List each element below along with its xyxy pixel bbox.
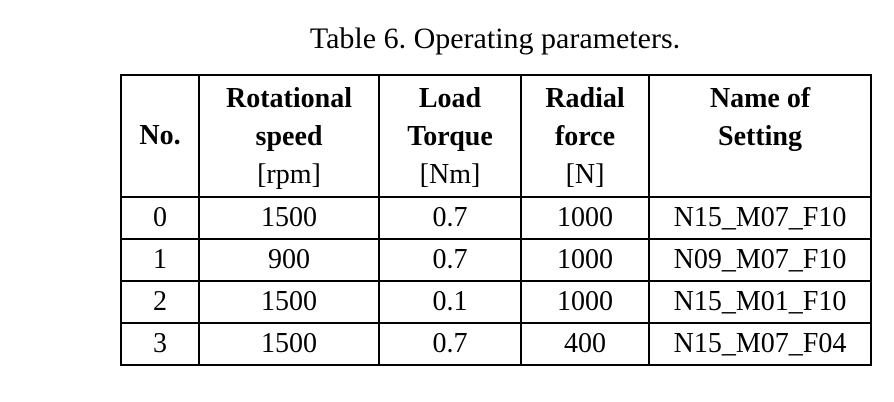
cell-no: 2 [120,280,200,324]
cell-radial-force: 1000 [520,280,650,324]
cell-rotational-speed: 1500 [198,196,380,240]
table-header-row: No. Rotational speed [rpm] Load Torque [… [120,74,872,198]
cell-load-torque: 0.7 [378,322,522,366]
cell-rotational-speed: 1500 [198,280,380,324]
header-radial-force-line2: force [554,121,616,152]
header-rotational-speed-unit: [rpm] [257,159,321,190]
cell-setting-name: N15_M07_F10 [648,196,872,240]
header-no-label: No. [139,120,181,151]
header-rotational-speed-line2: speed [255,121,323,152]
header-rotational-speed-line1: Rotational [226,83,352,114]
cell-no: 1 [120,238,200,282]
header-radial-force-unit: [N] [565,159,605,190]
cell-setting-name: N15_M07_F04 [648,322,872,366]
cell-no: 3 [120,322,200,366]
operating-parameters-table: No. Rotational speed [rpm] Load Torque [… [120,74,872,366]
cell-radial-force: 1000 [520,196,650,240]
table-row: 2 1500 0.1 1000 N15_M01_F10 [120,280,872,324]
cell-radial-force: 1000 [520,238,650,282]
table-row: 1 900 0.7 1000 N09_M07_F10 [120,238,872,282]
header-radial-force-line1: Radial [545,83,625,114]
cell-load-torque: 0.1 [378,280,522,324]
header-name-of-setting-line1: Name of [709,83,811,114]
table-row: 3 1500 0.7 400 N15_M07_F04 [120,322,872,366]
header-radial-force: Radial force [N] [520,74,650,198]
cell-radial-force: 400 [520,322,650,366]
header-load-torque-line1: Load [418,83,482,114]
cell-load-torque: 0.7 [378,196,522,240]
header-load-torque-unit: [Nm] [419,159,481,190]
header-load-torque-line2: Torque [407,121,493,152]
header-name-of-setting-line2: Setting [718,121,802,152]
cell-setting-name: N15_M01_F10 [648,280,872,324]
cell-rotational-speed: 1500 [198,322,380,366]
table-caption: Table 6. Operating parameters. [309,22,681,55]
header-load-torque: Load Torque [Nm] [378,74,522,198]
header-rotational-speed: Rotational speed [rpm] [198,74,380,198]
cell-no: 0 [120,196,200,240]
header-no: No. [120,74,200,198]
table-row: 0 1500 0.7 1000 N15_M07_F10 [120,196,872,240]
cell-setting-name: N09_M07_F10 [648,238,872,282]
header-name-of-setting: Name of Setting [648,74,872,198]
cell-load-torque: 0.7 [378,238,522,282]
cell-rotational-speed: 900 [198,238,380,282]
